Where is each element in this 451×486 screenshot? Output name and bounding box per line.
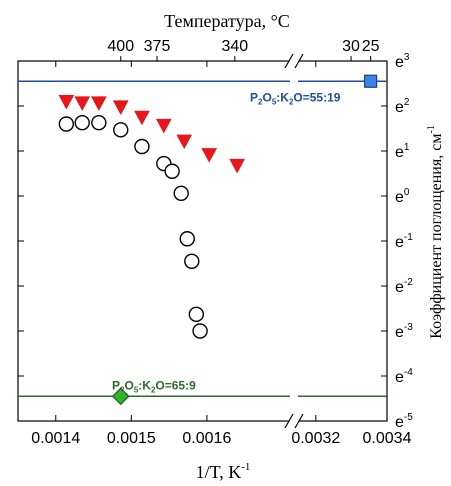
plot-frame: [17, 60, 388, 422]
reference-line-label: P2O5:K2O=55:19: [250, 90, 341, 106]
top-tick-label: 375: [144, 38, 171, 55]
y-tick-exponent: 2: [404, 97, 410, 108]
x-axis-title-sup: -1: [241, 461, 250, 473]
axis-break-gap: [289, 53, 299, 69]
reference-line-break-gap: [290, 78, 298, 85]
y-tick-base: e: [395, 369, 404, 386]
data-points-layer: [58, 95, 245, 339]
x-tick-label: 0.0015: [107, 430, 156, 447]
data-point-triangle: [229, 158, 245, 174]
y-tick-exponent: -5: [404, 412, 413, 423]
y-axis-title-main: Коэффициент поглощения, см: [428, 134, 445, 339]
top-tick-label: 340: [221, 38, 248, 55]
reference-label-part: :K: [138, 378, 151, 392]
y-tick-label: e-1: [395, 232, 413, 251]
y-tick-label: e3: [395, 52, 410, 71]
y-tick-label: e-4: [395, 367, 413, 386]
y-tick-base: e: [395, 99, 404, 116]
y-tick-label: e1: [395, 142, 410, 161]
top-tick-label: 400: [107, 38, 134, 55]
reference-label-part: O: [124, 378, 133, 392]
y-tick-exponent: -2: [404, 277, 413, 288]
y-tick-exponent: 3: [404, 52, 410, 63]
y-tick-exponent: 1: [404, 142, 410, 153]
reference-label-part: :K: [276, 90, 289, 104]
y-tick-base: e: [395, 324, 404, 341]
top-tick-label: 30: [342, 38, 360, 55]
y-tick-label: e-5: [395, 412, 413, 431]
y-tick-base: e: [395, 189, 404, 206]
y-axis-title-sup: -1: [426, 125, 437, 133]
data-point-triangle: [58, 95, 75, 110]
y-tick-base: e: [395, 279, 404, 296]
y-tick-base: e: [395, 234, 404, 251]
data-point-circle: [188, 306, 205, 323]
data-point-circle: [113, 122, 129, 138]
y-tick-exponent: 0: [404, 187, 410, 198]
reference-line-break-gap: [290, 393, 298, 400]
axis-break-slash: [284, 53, 294, 69]
reference-label-part: O=55:19: [293, 90, 340, 104]
reference-line-label: P2O5:K2O=65:9: [112, 378, 196, 394]
y-tick-exponent: -4: [404, 367, 413, 378]
x-axis-title: 1/T, K-1: [196, 461, 251, 482]
data-point-circle: [74, 114, 90, 131]
labels-layer: Температура, °С 1/T, K-1 Коэффициент пог…: [164, 11, 445, 482]
x-tick-label: 0.0014: [31, 430, 80, 447]
x-axis-title-main: 1/T, K: [196, 462, 242, 482]
y-tick-label: e0: [395, 187, 410, 206]
reference-marker-diamond: [111, 387, 130, 406]
axis-break-gap: [289, 413, 299, 429]
axis-break-slash: [294, 413, 304, 429]
data-point-triangle: [176, 134, 193, 150]
data-point-circle: [91, 114, 107, 131]
data-point-triangle: [74, 96, 91, 111]
y-tick-base: e: [395, 54, 404, 71]
data-point-circle: [134, 138, 150, 155]
x-tick-label: 0.0034: [363, 430, 412, 447]
data-point-circle: [164, 163, 180, 179]
y-tick-base: e: [395, 414, 404, 431]
data-point-circle: [192, 323, 208, 339]
reference-marker-square: [364, 74, 378, 88]
y-tick-label: e2: [395, 97, 410, 116]
data-point-triangle: [112, 100, 129, 115]
axis-break-slash: [294, 53, 304, 69]
x-tick-label: 0.0032: [291, 430, 340, 447]
y-axis-title: Коэффициент поглощения, см-1: [426, 125, 445, 339]
y-tick-exponent: -1: [404, 232, 413, 243]
data-point-circle: [173, 185, 189, 202]
reference-label-part: 5: [272, 97, 277, 106]
data-point-triangle: [201, 148, 217, 163]
top-tick-label: 25: [362, 38, 380, 55]
reference-label-part: 2: [289, 97, 294, 106]
y-tick-label: e-3: [395, 322, 413, 341]
reference-lines-layer: P2O5:K2O=55:19P2O5:K2O=65:9: [18, 74, 387, 406]
data-point-circle: [58, 116, 75, 132]
data-point-circle: [184, 253, 200, 269]
reference-label-part: O: [262, 90, 271, 104]
data-point-triangle: [155, 118, 172, 134]
reference-label-part: O=65:9: [155, 378, 196, 392]
data-point-triangle: [91, 96, 107, 111]
y-tick-base: e: [395, 144, 404, 161]
reference-label-part: P: [112, 378, 120, 392]
data-point-circle: [179, 231, 195, 247]
reference-label-part: 2: [151, 385, 156, 394]
reference-label-part: 2: [258, 97, 263, 106]
reference-label-part: P: [250, 90, 258, 104]
axis-break-layer: [284, 53, 304, 429]
top-axis-title: Температура, °С: [164, 11, 290, 31]
axis-break-slash: [284, 413, 294, 429]
y-tick-label: e-2: [395, 277, 413, 296]
data-point-triangle: [134, 110, 150, 126]
reference-label-part: 5: [134, 385, 139, 394]
y-tick-exponent: -3: [404, 322, 413, 333]
x-tick-label: 0.0016: [182, 430, 231, 447]
axes-layer: 0.0014 0.0015 0.0016 0.0032 0.0034 400 375 340 3…: [17, 38, 413, 447]
